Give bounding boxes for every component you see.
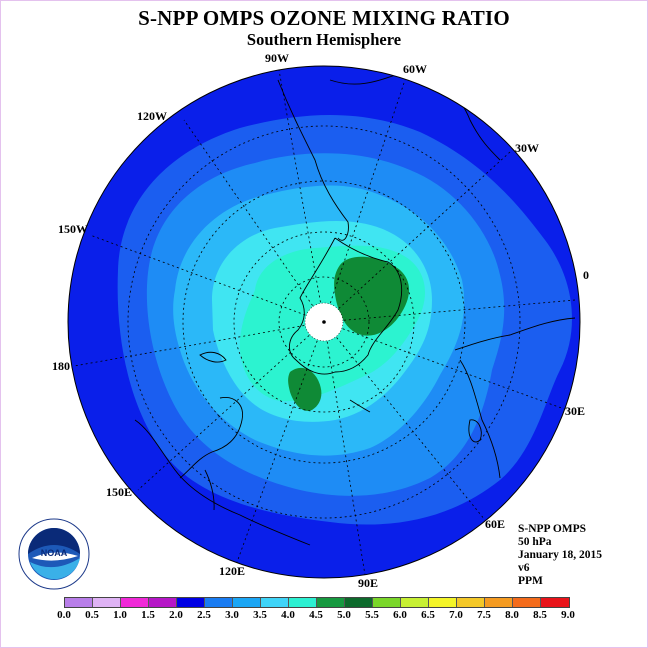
colorbar-segment: [513, 598, 541, 607]
colorbar-tick-label: 7.5: [477, 609, 491, 621]
label-120W: 120W: [137, 109, 167, 123]
colorbar-segment: [261, 598, 289, 607]
logo-text: NOAA: [41, 548, 68, 558]
colorbar-tick-label: 2.5: [197, 609, 211, 621]
colorbar-segment: [457, 598, 485, 607]
colorbar-tick-label: 4.0: [281, 609, 295, 621]
page-title: S-NPP OMPS OZONE MIXING RATIO: [138, 6, 510, 30]
colorbar-segment: [205, 598, 233, 607]
info-level: 50 hPa: [518, 536, 552, 548]
colorbar-segment: [401, 598, 429, 607]
colorbar-tick-label: 0.0: [57, 609, 71, 621]
label-90W: 90W: [265, 51, 289, 65]
colorbar-tick-label: 4.5: [309, 609, 323, 621]
colorbar-tick-label: 9.0: [561, 609, 575, 621]
colorbar-tick-label: 1.5: [141, 609, 155, 621]
ozone-contours: [68, 66, 580, 578]
colorbar-segment: [289, 598, 317, 607]
ozone-max-indian: [288, 367, 322, 411]
info-version: v6: [518, 562, 530, 574]
label-120E: 120E: [219, 564, 245, 578]
colorbar-tick-label: 0.5: [85, 609, 99, 621]
map-border: [67, 65, 581, 579]
colorbar: [64, 597, 570, 608]
label-90E: 90E: [358, 576, 378, 590]
colorbar-segment: [429, 598, 457, 607]
coastlines: [134, 69, 576, 546]
colorbar-tick-label: 3.5: [253, 609, 267, 621]
colorbar-segment: [345, 598, 373, 607]
label-150W: 150W: [58, 222, 88, 236]
noaa-logo-icon: NOAA: [18, 518, 90, 590]
colorbar-tick-label: 8.0: [505, 609, 519, 621]
label-0: 0: [583, 268, 589, 282]
colorbar-segment: [373, 598, 401, 607]
colorbar-segment: [485, 598, 513, 607]
colorbar-tick-label: 6.5: [421, 609, 435, 621]
colorbar-segment: [177, 598, 205, 607]
label-150E: 150E: [106, 485, 132, 499]
info-date: January 18, 2015: [518, 549, 603, 561]
label-30E: 30E: [565, 404, 585, 418]
label-30W: 30W: [515, 141, 539, 155]
info-units: PPM: [518, 575, 543, 587]
colorbar-tick-label: 8.5: [533, 609, 547, 621]
label-60W: 60W: [403, 62, 427, 76]
info-instrument: S-NPP OMPS: [518, 523, 587, 535]
colorbar-ticks: 0.0 0.5 1.0 1.5 2.0 2.5 3.0 3.5 4.0 4.5 5.0 5.5 6.0 6…: [0, 609, 648, 623]
south-pole-marker: [322, 320, 326, 324]
colorbar-segment: [93, 598, 121, 607]
page-subtitle: Southern Hemisphere: [246, 30, 402, 49]
colorbar-tick-label: 5.5: [365, 609, 379, 621]
colorbar-segment: [233, 598, 261, 607]
label-180: 180: [52, 359, 70, 373]
colorbar-segment: [541, 598, 569, 607]
colorbar-tick-label: 1.0: [113, 609, 127, 621]
label-60E: 60E: [485, 517, 505, 531]
colorbar-tick-label: 3.0: [225, 609, 239, 621]
colorbar-segment: [149, 598, 177, 607]
colorbar-segment: [65, 598, 93, 607]
colorbar-tick-label: 5.0: [337, 609, 351, 621]
colorbar-segment: [121, 598, 149, 607]
graticule: [73, 69, 576, 576]
colorbar-tick-label: 7.0: [449, 609, 463, 621]
colorbar-tick-label: 2.0: [169, 609, 183, 621]
colorbar-tick-label: 6.0: [393, 609, 407, 621]
colorbar-segment: [317, 598, 345, 607]
map-info: S-NPP OMPS 50 hPa January 18, 2015 v6 PP…: [518, 523, 602, 588]
